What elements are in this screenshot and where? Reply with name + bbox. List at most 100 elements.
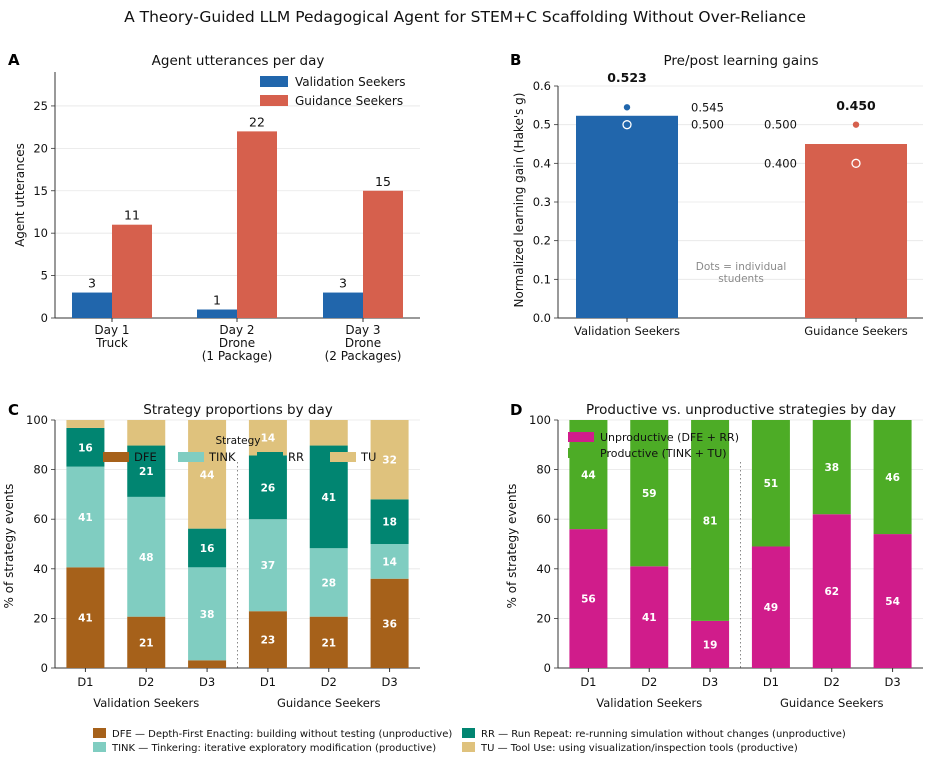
bar-validation	[576, 115, 678, 318]
panel-letter-c: C	[8, 401, 19, 419]
legend-swatch	[568, 432, 594, 442]
stack-segment-tu	[188, 420, 227, 529]
segment-value-label: 37	[261, 560, 276, 572]
stack-segment-tu	[248, 420, 287, 456]
stack-segment-unproductive	[873, 534, 912, 668]
x-tick-label: D2	[138, 675, 154, 689]
stack-segment-unproductive	[812, 514, 851, 668]
bar-value-label: 22	[249, 114, 265, 129]
x-tick-label: D1	[763, 675, 779, 689]
x-tick-label: D3	[381, 675, 397, 689]
bar-guidance	[112, 224, 152, 318]
stack-segment-productive	[812, 420, 851, 515]
y-axis-label: Normalized learning gain (Hake's g)	[512, 93, 526, 308]
y-tick-label: 0.0	[533, 311, 551, 325]
y-tick-label: 20	[536, 611, 551, 625]
y-tick-label: 0.5	[533, 118, 551, 132]
y-tick-label: 60	[536, 512, 551, 526]
student-value-label: 0.400	[764, 156, 797, 170]
stack-segment-rr	[309, 445, 348, 549]
segment-value-label: 36	[382, 618, 397, 630]
segment-value-label: 26	[261, 482, 276, 494]
segment-value-label: 59	[642, 488, 657, 500]
panel-a-utterances-chart: Agent utterances per day 0 5 10 15 20 25 Agent …	[13, 53, 420, 363]
stack-segment-dfe	[248, 611, 287, 668]
footer-legend-swatch	[93, 728, 106, 738]
student-dot	[852, 121, 860, 128]
bar-validation	[323, 292, 363, 318]
stack-segment-rr	[188, 528, 227, 568]
x-tick-label: D2	[824, 675, 840, 689]
x-tick-label: D1	[77, 675, 93, 689]
y-tick-label: 0	[41, 661, 48, 675]
bar-guidance	[805, 144, 907, 318]
chart-title: Pre/post learning gains	[663, 53, 818, 69]
x-tick-label: D3	[199, 675, 215, 689]
annotation-note: Dots = individual	[696, 261, 787, 273]
x-tick-label: D3	[884, 675, 900, 689]
y-tick-label: 5	[41, 269, 48, 283]
y-tick-label: 0.6	[533, 79, 551, 93]
segment-value-label: 41	[78, 512, 93, 524]
group-label: Validation Seekers	[596, 696, 702, 710]
segment-value-label: 56	[581, 594, 596, 606]
x-tick-label: Day 3	[345, 323, 380, 337]
legend-swatch	[260, 76, 288, 87]
stack-segment-productive	[751, 420, 790, 547]
bar-validation	[72, 292, 112, 318]
x-tick-label: D1	[580, 675, 596, 689]
footer-legend-text: RR — Run Repeat: re-running simulation w…	[481, 729, 846, 740]
stack-segment-rr	[127, 445, 166, 497]
legend-label: Productive (TINK + TU)	[600, 447, 727, 460]
bar-value-label: 15	[375, 174, 391, 189]
panel-b-learning-gains-chart: Pre/post learning gains 0.0 0.1 0.2 0.3 0.4 0.…	[512, 53, 923, 338]
legend-label: RR	[288, 450, 304, 464]
stack-segment-rr	[66, 427, 105, 467]
y-tick-label: 60	[33, 512, 48, 526]
y-tick-label: 0	[41, 311, 48, 325]
student-value-label: 0.500	[691, 118, 724, 132]
segment-value-label: 41	[78, 613, 93, 625]
footer-legend-text: TINK — Tinkering: iterative exploratory …	[111, 743, 436, 754]
group-label: Guidance Seekers	[780, 696, 884, 710]
segment-value-label: 21	[321, 637, 336, 649]
y-tick-label: 100	[26, 413, 48, 427]
panel-letter-a: A	[8, 51, 20, 69]
stack-segment-dfe	[309, 616, 348, 668]
y-tick-label: 0.1	[533, 272, 551, 286]
segment-value-label: 32	[382, 455, 397, 467]
stack-segment-productive	[873, 420, 912, 535]
x-tick-label: Guidance Seekers	[804, 324, 908, 338]
stack-segment-unproductive	[751, 546, 790, 668]
x-tick-label: D3	[702, 675, 718, 689]
stack-segment-tink	[188, 567, 227, 661]
segment-value-label: 54	[885, 596, 900, 608]
y-axis-label: Agent utterances	[13, 143, 27, 247]
legend-title: Strategy	[216, 435, 261, 447]
bar-guidance	[363, 190, 403, 318]
bar-guidance	[237, 131, 277, 318]
segment-value-label: 38	[824, 462, 839, 474]
footer-legend-swatch	[462, 742, 475, 752]
panel-c-strategy-proportions-chart: Strategy proportions by day 0 20 40 60 80 100%…	[2, 402, 420, 710]
segment-value-label: 81	[703, 515, 718, 527]
legend-swatch	[330, 452, 356, 462]
segment-value-label: 51	[764, 478, 779, 490]
stack-segment-tink	[370, 544, 409, 579]
footer-legend-swatch	[93, 742, 106, 752]
stack-segment-tu	[309, 420, 348, 446]
legend-swatch	[103, 452, 129, 462]
stack-segment-dfe	[370, 578, 409, 668]
y-tick-label: 0.2	[533, 234, 551, 248]
stack-segment-unproductive	[630, 566, 669, 668]
group-label: Guidance Seekers	[277, 696, 381, 710]
stack-segment-productive	[630, 420, 669, 567]
segment-value-label: 49	[764, 602, 779, 614]
y-tick-label: 15	[33, 184, 48, 198]
legend-swatch	[257, 452, 283, 462]
segment-value-label: 48	[139, 552, 154, 564]
y-axis-label: % of strategy events	[505, 484, 519, 609]
legend-swatch	[568, 448, 594, 458]
legend-label: DFE	[134, 450, 157, 464]
